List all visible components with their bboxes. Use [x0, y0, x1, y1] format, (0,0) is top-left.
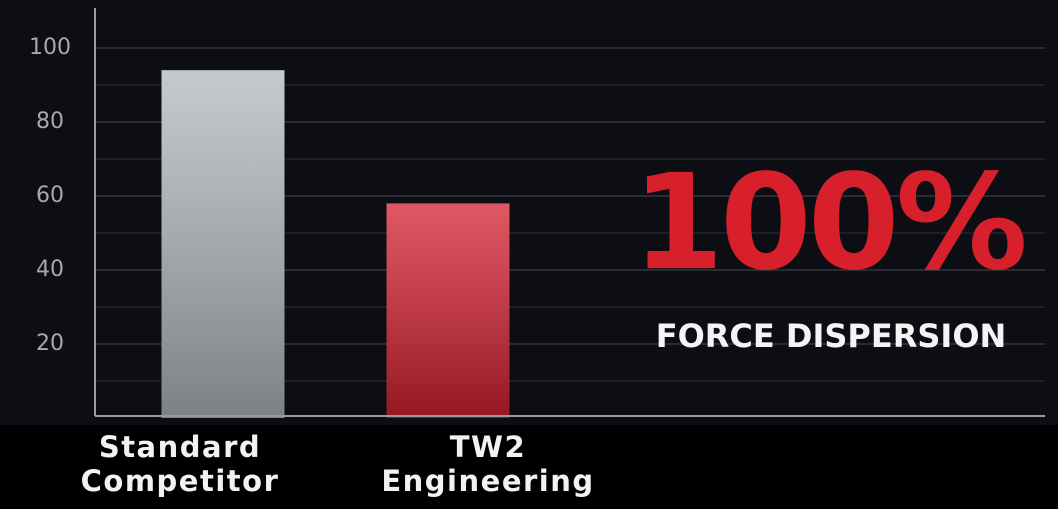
x-tick-label: TW2 Engineering: [381, 430, 595, 498]
bar-shade: [161, 70, 285, 418]
x-tick-label: Standard Competitor: [80, 430, 280, 498]
y-tick-label: 40: [36, 257, 64, 282]
subheadline: FORCE DISPERSION: [656, 317, 1007, 355]
y-tick-label: 80: [36, 109, 64, 134]
y-tick-label: 60: [36, 183, 64, 208]
headline: 100%: [632, 146, 1025, 300]
y-tick-label: 100: [29, 35, 71, 60]
bar-shade: [386, 203, 510, 418]
y-tick-label: 20: [36, 331, 64, 356]
